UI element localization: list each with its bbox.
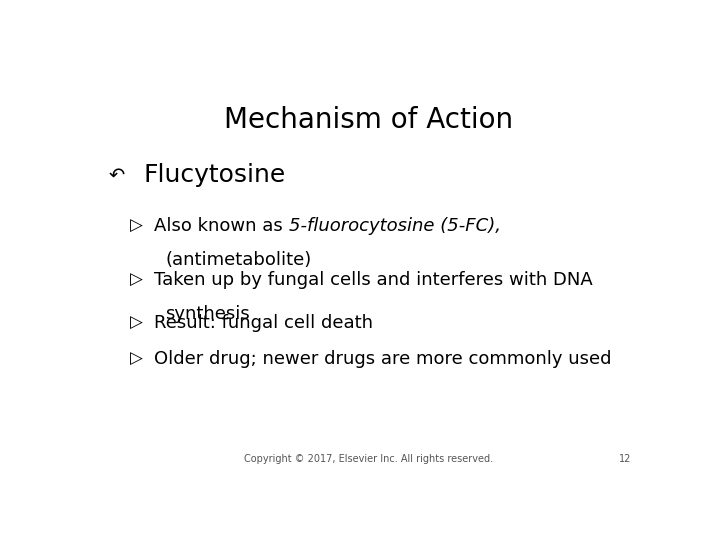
Text: ▷: ▷ xyxy=(130,217,143,234)
Text: 5-fluorocytosine (5-FC),: 5-fluorocytosine (5-FC), xyxy=(289,217,500,234)
Text: ▷: ▷ xyxy=(130,271,143,288)
Text: (antimetabolite): (antimetabolite) xyxy=(166,251,312,269)
Text: Taken up by fungal cells and interferes with DNA: Taken up by fungal cells and interferes … xyxy=(154,271,593,288)
Text: Result: fungal cell death: Result: fungal cell death xyxy=(154,314,373,332)
Text: Older drug; newer drugs are more commonly used: Older drug; newer drugs are more commonl… xyxy=(154,349,612,368)
Text: Flucytosine: Flucytosine xyxy=(143,163,285,187)
Text: 12: 12 xyxy=(619,454,631,464)
Text: Copyright © 2017, Elsevier Inc. All rights reserved.: Copyright © 2017, Elsevier Inc. All righ… xyxy=(244,454,494,464)
Text: synthesis: synthesis xyxy=(166,305,250,323)
Text: Also known as: Also known as xyxy=(154,217,289,234)
Text: ↶: ↶ xyxy=(109,165,125,185)
Text: ▷: ▷ xyxy=(130,314,143,332)
Text: Mechanism of Action: Mechanism of Action xyxy=(225,106,513,134)
Text: ▷: ▷ xyxy=(130,349,143,368)
